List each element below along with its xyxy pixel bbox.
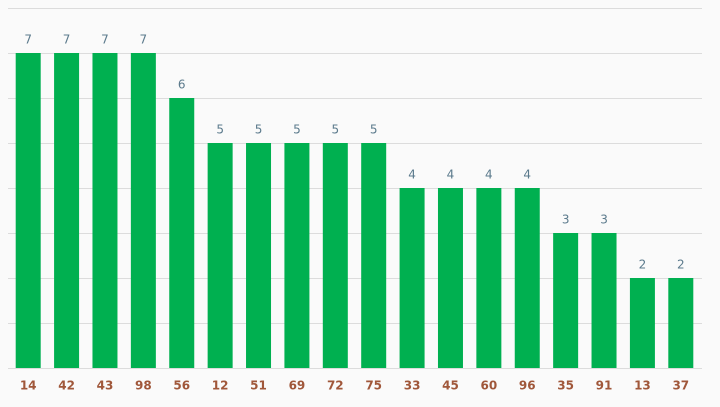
bar [437, 188, 463, 368]
bar [629, 278, 655, 368]
value-label: 4 [523, 168, 531, 182]
value-label: 7 [24, 33, 32, 47]
bar [322, 143, 348, 368]
bar [246, 143, 272, 368]
bar [514, 188, 540, 368]
x-tick-label: 13 [634, 379, 651, 393]
bar [15, 53, 41, 368]
value-label: 4 [447, 168, 455, 182]
x-tick-label: 69 [289, 379, 306, 393]
value-label: 5 [293, 123, 301, 137]
value-label: 7 [63, 33, 71, 47]
bar [591, 233, 617, 368]
value-label: 4 [408, 168, 416, 182]
x-tick-label: 72 [327, 379, 344, 393]
x-tick-label: 60 [481, 379, 498, 393]
value-label: 5 [331, 123, 339, 137]
value-label: 7 [101, 33, 109, 47]
bar [92, 53, 118, 368]
x-tick-label: 14 [20, 379, 37, 393]
bar [130, 53, 156, 368]
bar [476, 188, 502, 368]
bar [668, 278, 694, 368]
value-label: 5 [216, 123, 224, 137]
x-tick-label: 51 [250, 379, 267, 393]
bar [399, 188, 425, 368]
x-tick-label: 56 [173, 379, 190, 393]
value-label: 5 [255, 123, 263, 137]
value-label: 7 [140, 33, 148, 47]
value-label: 3 [600, 213, 608, 227]
x-tick-label: 91 [596, 379, 613, 393]
x-tick-label: 37 [672, 379, 689, 393]
value-label: 2 [639, 258, 647, 272]
value-label: 3 [562, 213, 570, 227]
bar [284, 143, 310, 368]
x-tick-label: 33 [404, 379, 421, 393]
bar [54, 53, 80, 368]
x-tick-label: 42 [58, 379, 75, 393]
bar [553, 233, 579, 368]
x-tick-label: 43 [97, 379, 114, 393]
bar [361, 143, 387, 368]
value-label: 6 [178, 78, 186, 92]
x-tick-label: 75 [365, 379, 382, 393]
value-label: 2 [677, 258, 685, 272]
x-tick-label: 96 [519, 379, 536, 393]
value-label: 4 [485, 168, 493, 182]
x-tick-label: 35 [557, 379, 574, 393]
bar [207, 143, 233, 368]
value-label: 5 [370, 123, 378, 137]
x-tick-label: 45 [442, 379, 459, 393]
x-tick-label: 12 [212, 379, 229, 393]
x-tick-label: 98 [135, 379, 152, 393]
bar [169, 98, 195, 368]
